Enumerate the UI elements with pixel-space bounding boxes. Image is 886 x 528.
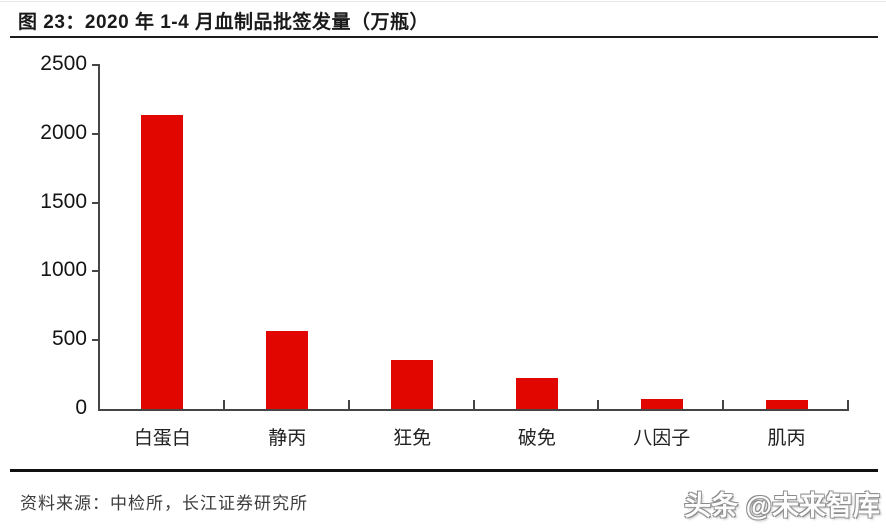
plot-area: 白蛋白 静丙 狂免 破免 八因子 肌丙 bbox=[100, 65, 849, 449]
x-axis-label: 破免 bbox=[517, 428, 556, 449]
x-axis-tick bbox=[222, 400, 225, 409]
x-axis-tick bbox=[847, 400, 849, 409]
bar bbox=[640, 399, 683, 409]
x-axis-label: 狂免 bbox=[393, 428, 432, 449]
x-axis-label: 八因子 bbox=[633, 428, 691, 449]
bar bbox=[141, 114, 184, 409]
x-axis-tick bbox=[347, 400, 350, 409]
y-axis-tick-label: 1500 bbox=[40, 189, 87, 213]
bar-column: 狂免 bbox=[350, 65, 475, 449]
bar bbox=[266, 331, 309, 409]
y-axis-tick-label: 2000 bbox=[40, 120, 87, 144]
y-axis-tick bbox=[92, 339, 100, 342]
x-axis-tick bbox=[472, 400, 475, 409]
page-top-divider bbox=[0, 1, 886, 2]
bar-column: 八因子 bbox=[599, 65, 724, 449]
y-axis-tick bbox=[92, 64, 100, 66]
bar-column: 破免 bbox=[474, 65, 599, 449]
bar bbox=[765, 400, 808, 409]
bar-column: 静丙 bbox=[225, 65, 350, 449]
watermark: 头条 @未来智库 bbox=[684, 491, 880, 521]
bar bbox=[515, 378, 558, 409]
bar bbox=[391, 360, 434, 409]
bar-column: 肌丙 bbox=[724, 65, 849, 449]
y-axis-tick-label: 0 bbox=[75, 396, 87, 419]
bar-chart: 白蛋白 静丙 狂免 破免 八因子 肌丙 0 500 1000 1500 2000 2500 bbox=[40, 53, 849, 449]
figure-title: 图 23：2020 年 1-4 月血制品批签发量（万瓶） bbox=[18, 12, 429, 33]
y-axis-tick-label: 1000 bbox=[40, 258, 87, 282]
x-axis-label: 静丙 bbox=[268, 428, 307, 449]
x-axis-label: 肌丙 bbox=[767, 428, 806, 449]
x-axis-tick bbox=[597, 400, 600, 409]
y-axis-tick bbox=[92, 201, 100, 204]
x-axis-label: 白蛋白 bbox=[133, 428, 191, 449]
y-axis-tick bbox=[92, 132, 100, 135]
title-divider bbox=[10, 36, 878, 38]
bar-column: 白蛋白 bbox=[100, 65, 225, 449]
source-note: 资料来源：中检所，长江证券研究所 bbox=[20, 494, 308, 513]
footer-divider bbox=[10, 469, 878, 472]
y-axis-tick-label: 2500 bbox=[40, 52, 87, 75]
y-axis-tick-label: 500 bbox=[51, 327, 87, 351]
x-axis-tick bbox=[722, 400, 725, 409]
y-axis-tick bbox=[92, 270, 100, 273]
